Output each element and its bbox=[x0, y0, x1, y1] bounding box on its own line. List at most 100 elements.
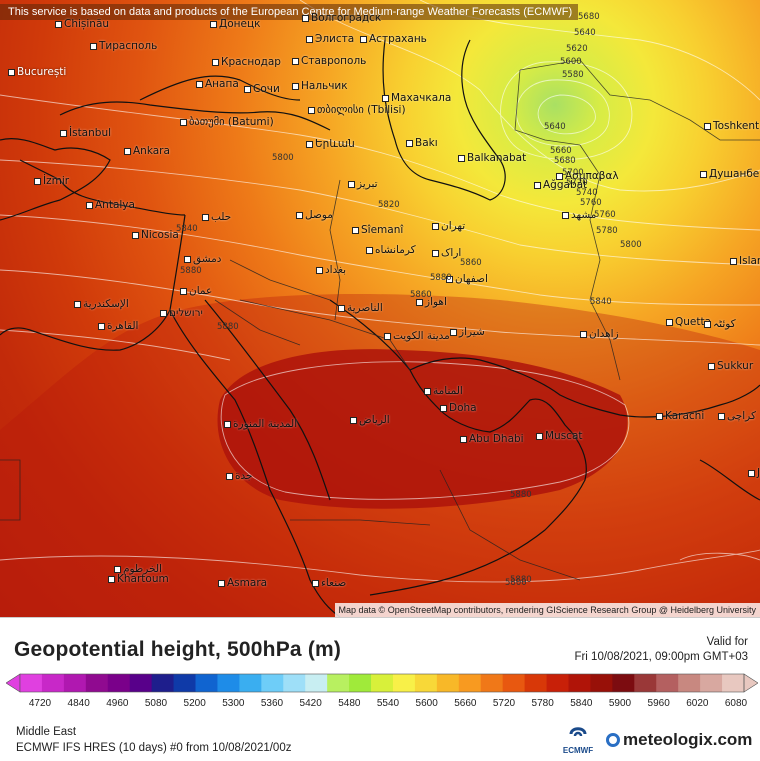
contour-value: 5860 bbox=[460, 258, 482, 268]
city-marker-icon bbox=[416, 298, 423, 306]
city-label: Sukkur bbox=[708, 360, 753, 372]
city-name: بغداد bbox=[325, 264, 347, 276]
city-name: شیراز bbox=[459, 326, 485, 338]
city-marker-icon bbox=[348, 180, 355, 188]
city-marker-icon bbox=[450, 328, 457, 336]
city-label: کوئٹہ bbox=[704, 318, 736, 330]
city-marker-icon bbox=[184, 255, 191, 263]
city-name: حلب bbox=[211, 211, 232, 223]
colorbar-tick-label: 6020 bbox=[686, 698, 709, 709]
ecmwf-logo[interactable]: ECMWF bbox=[560, 722, 596, 756]
contour-value: 5660 bbox=[550, 146, 572, 156]
city-marker-icon bbox=[432, 249, 439, 257]
city-marker-icon bbox=[34, 177, 41, 185]
city-label: Khartoum bbox=[108, 573, 169, 585]
city-marker-icon bbox=[302, 14, 309, 22]
city-name: کرمانشاه bbox=[375, 244, 416, 256]
colorbar-tick-label: 4720 bbox=[28, 698, 52, 709]
city-name: تهران bbox=[441, 220, 466, 232]
city-name: اهواز bbox=[425, 296, 447, 308]
city-marker-icon bbox=[352, 226, 359, 234]
city-name: Донецк bbox=[219, 18, 261, 30]
city-marker-icon bbox=[292, 57, 299, 65]
contour-lines bbox=[0, 0, 760, 582]
city-marker-icon bbox=[196, 80, 203, 88]
meteologix-brand[interactable]: meteologix.com bbox=[606, 730, 752, 750]
map-area[interactable]: This service is based on data and produc… bbox=[0, 0, 760, 617]
city-marker-icon bbox=[704, 320, 711, 328]
city-name: Астрахань bbox=[369, 33, 427, 45]
contour-value: 5760 bbox=[594, 210, 616, 220]
city-name: Ja bbox=[757, 467, 760, 479]
city-label: Ставрополь bbox=[292, 55, 366, 67]
city-label: القاهرة bbox=[98, 320, 138, 332]
city-label: تبریز bbox=[348, 178, 378, 190]
colorbar-tick-label: 6080 bbox=[724, 698, 748, 709]
city-name: عمان bbox=[189, 285, 213, 297]
city-name: Тирасполь bbox=[99, 40, 158, 52]
city-marker-icon bbox=[98, 322, 105, 330]
colorbar-swatch bbox=[41, 674, 65, 692]
city-name: المنامة bbox=[433, 385, 463, 397]
colorbar-tick-label: 5540 bbox=[376, 698, 400, 709]
city-label: Сочи bbox=[244, 83, 280, 95]
colorbar-tick-label: 5360 bbox=[260, 698, 284, 709]
city-name: Երևան bbox=[315, 138, 355, 150]
city-label: București bbox=[8, 66, 66, 78]
city-name: اراک bbox=[441, 247, 462, 259]
city-label: Анапа bbox=[196, 78, 239, 90]
city-marker-icon bbox=[556, 172, 563, 180]
contour-value: 5680 bbox=[578, 12, 600, 22]
city-marker-icon bbox=[108, 575, 115, 583]
city-marker-icon bbox=[446, 275, 453, 283]
valid-time: Fri 10/08/2021, 09:00pm GMT+03 bbox=[574, 651, 748, 663]
city-marker-icon bbox=[308, 106, 315, 114]
city-label: Краснодар bbox=[212, 56, 281, 68]
colorbar-swatch bbox=[722, 674, 745, 692]
city-name: تبریز bbox=[357, 178, 378, 190]
city-label: Астрахань bbox=[360, 33, 427, 45]
city-name: صنعاء bbox=[321, 577, 347, 589]
contour-value: 5760 bbox=[580, 198, 602, 208]
colorbar-swatch bbox=[524, 674, 547, 692]
city-label: თბილისი (Tbilisi) bbox=[308, 104, 406, 116]
city-marker-icon bbox=[132, 231, 139, 239]
colorbar-tick-label: 5300 bbox=[222, 698, 245, 709]
city-label: Ασμπαβαλ bbox=[556, 170, 619, 182]
city-label: ירושלים bbox=[160, 307, 203, 319]
contour-value: 5640 bbox=[574, 28, 596, 38]
city-label: Asmara bbox=[218, 577, 267, 589]
city-name: Chișinău bbox=[64, 18, 110, 30]
contour-value: 5680 bbox=[554, 156, 576, 166]
colorbar-swatch bbox=[678, 674, 701, 692]
contour-value: 5600 bbox=[560, 57, 582, 67]
borders bbox=[0, 59, 760, 581]
city-name: Ankara bbox=[133, 145, 170, 157]
city-marker-icon bbox=[384, 332, 391, 340]
city-label: Махачкала bbox=[382, 92, 451, 104]
contour-value: 5700 bbox=[562, 168, 584, 178]
colorbar-swatch bbox=[261, 674, 284, 692]
city-marker-icon bbox=[748, 469, 755, 477]
colorbar-tick-label: 5960 bbox=[647, 698, 670, 709]
colorbar bbox=[6, 673, 758, 693]
city-marker-icon bbox=[312, 579, 319, 587]
city-label: اراک bbox=[432, 247, 461, 259]
city-name: Ασμπαβαλ bbox=[565, 170, 619, 182]
city-name: الخرطوم bbox=[123, 563, 162, 575]
colorbar-swatch bbox=[480, 674, 504, 692]
contour-value: 5620 bbox=[566, 44, 588, 54]
contour-value: 5840 bbox=[590, 297, 612, 307]
colorbar-swatch bbox=[349, 674, 372, 692]
contour-value: 5780 bbox=[596, 226, 618, 236]
city-label: دمشق bbox=[184, 253, 221, 265]
city-label: المدينة المنورة bbox=[224, 418, 297, 430]
colorbar-swatch bbox=[700, 674, 723, 692]
colorbar-swatch bbox=[414, 674, 438, 692]
colorbar-tick-label: 5840 bbox=[570, 698, 593, 709]
city-marker-icon bbox=[114, 565, 121, 573]
city-name: Toshkent bbox=[713, 120, 760, 132]
high-ring bbox=[0, 294, 760, 617]
contour-value: 5800 bbox=[620, 240, 642, 250]
map-attribution[interactable]: Map data © OpenStreetMap contributors, r… bbox=[334, 603, 760, 617]
